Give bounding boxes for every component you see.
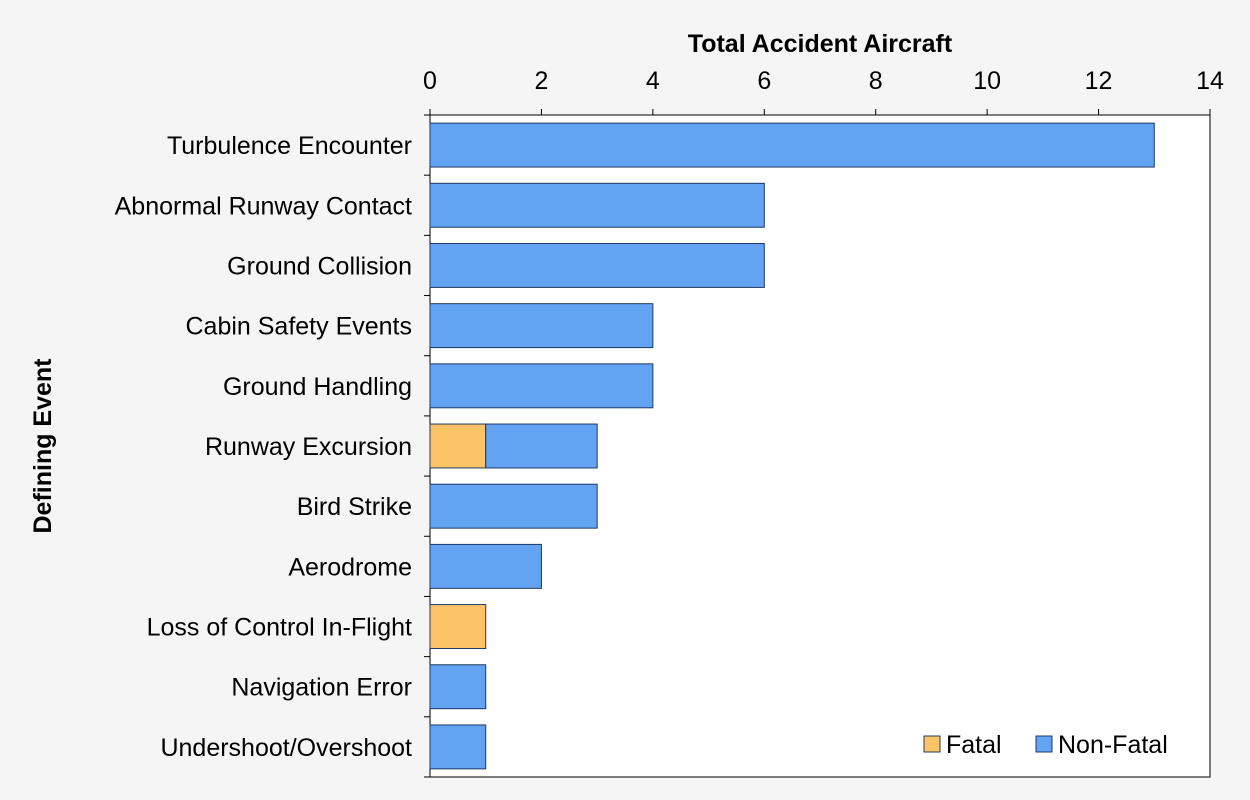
- legend-label-fatal: Fatal: [946, 731, 1002, 759]
- category-label-aerodrome: Aerodrome: [288, 553, 412, 581]
- x-tick-label: 14: [1196, 67, 1224, 95]
- x-tick-label: 8: [869, 67, 883, 95]
- y-axis-title: Defining Event: [29, 358, 57, 534]
- category-label-ground-handling: Ground Handling: [223, 373, 412, 401]
- x-axis-title: Total Accident Aircraft: [688, 30, 953, 58]
- x-tick-label: 0: [423, 67, 437, 95]
- category-label-cabin-safety-events: Cabin Safety Events: [185, 313, 412, 341]
- x-tick-label: 2: [534, 67, 548, 95]
- bar-non-fatal-aerodrome: [429, 543, 542, 589]
- category-label-navigation-error: Navigation Error: [231, 674, 412, 702]
- legend-swatch-fatal: [923, 735, 941, 753]
- legend-swatch-non-fatal: [1035, 735, 1053, 753]
- x-tick-label: 4: [646, 67, 660, 95]
- category-label-turbulence-encounter: Turbulence Encounter: [167, 132, 412, 160]
- category-label-runway-excursion: Runway Excursion: [205, 433, 412, 461]
- bar-non-fatal-navigation-error: [429, 664, 487, 710]
- bar-non-fatal-runway-excursion: [485, 423, 598, 469]
- bar-non-fatal-cabin-safety-events: [429, 303, 654, 349]
- bar-non-fatal-undershoot-overshoot: [429, 724, 487, 770]
- x-tick-label: 12: [1085, 67, 1113, 95]
- category-label-undershoot-overshoot: Undershoot/Overshoot: [160, 734, 412, 762]
- bar-fatal-loss-of-control-in-flight: [429, 604, 487, 650]
- bar-non-fatal-turbulence-encounter: [429, 122, 1155, 168]
- bar-non-fatal-abnormal-runway-contact: [429, 182, 765, 228]
- bar-fatal-runway-excursion: [429, 423, 487, 469]
- bar-non-fatal-ground-collision: [429, 242, 765, 288]
- category-label-bird-strike: Bird Strike: [297, 493, 412, 521]
- x-tick-label: 6: [757, 67, 771, 95]
- category-label-abnormal-runway-contact: Abnormal Runway Contact: [115, 192, 412, 220]
- axis-layer: Turbulence Encounter Abnormal Runway Cont…: [115, 67, 1224, 778]
- x-tick-label: 10: [973, 67, 1001, 95]
- bar-non-fatal-ground-handling: [429, 363, 654, 409]
- bar-non-fatal-bird-strike: [429, 483, 598, 529]
- category-label-ground-collision: Ground Collision: [227, 252, 412, 280]
- legend-label-non-fatal: Non-Fatal: [1058, 731, 1168, 759]
- legend: Fatal Non-Fatal: [923, 731, 1168, 759]
- category-label-loss-of-control-in-flight: Loss of Control In-Flight: [147, 614, 412, 642]
- bars-layer: [429, 122, 1155, 770]
